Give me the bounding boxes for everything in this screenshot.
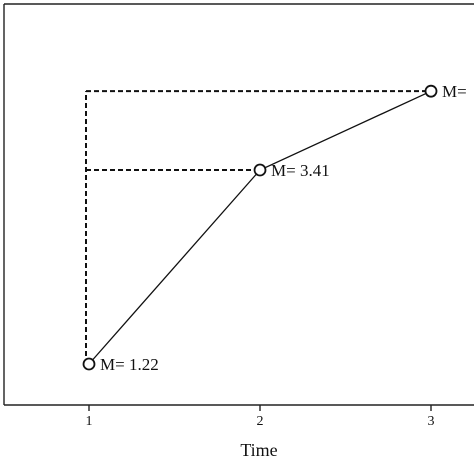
- reference-guides: [85, 90, 425, 364]
- data-label-2: M= 3.41: [271, 161, 330, 180]
- plot-frame: [3, 3, 474, 406]
- data-point-1: [82, 357, 96, 371]
- x-axis-title: Time: [240, 440, 277, 460]
- data-markers: [82, 84, 438, 371]
- x-tick-label-3: 3: [428, 414, 435, 429]
- series-line: [88, 90, 432, 365]
- data-label-1: M= 1.22: [100, 355, 159, 374]
- data-point-3: [424, 84, 438, 98]
- x-tick-label-1: 1: [86, 414, 93, 429]
- data-labels: M= 1.22 M= 3.41 M=: [100, 82, 467, 374]
- data-label-3: M=: [442, 82, 467, 101]
- series-line-group: [88, 90, 432, 365]
- x-axis-ticks: 1 2 3: [86, 405, 435, 429]
- data-point-2: [253, 163, 267, 177]
- x-tick-label-2: 2: [257, 414, 264, 429]
